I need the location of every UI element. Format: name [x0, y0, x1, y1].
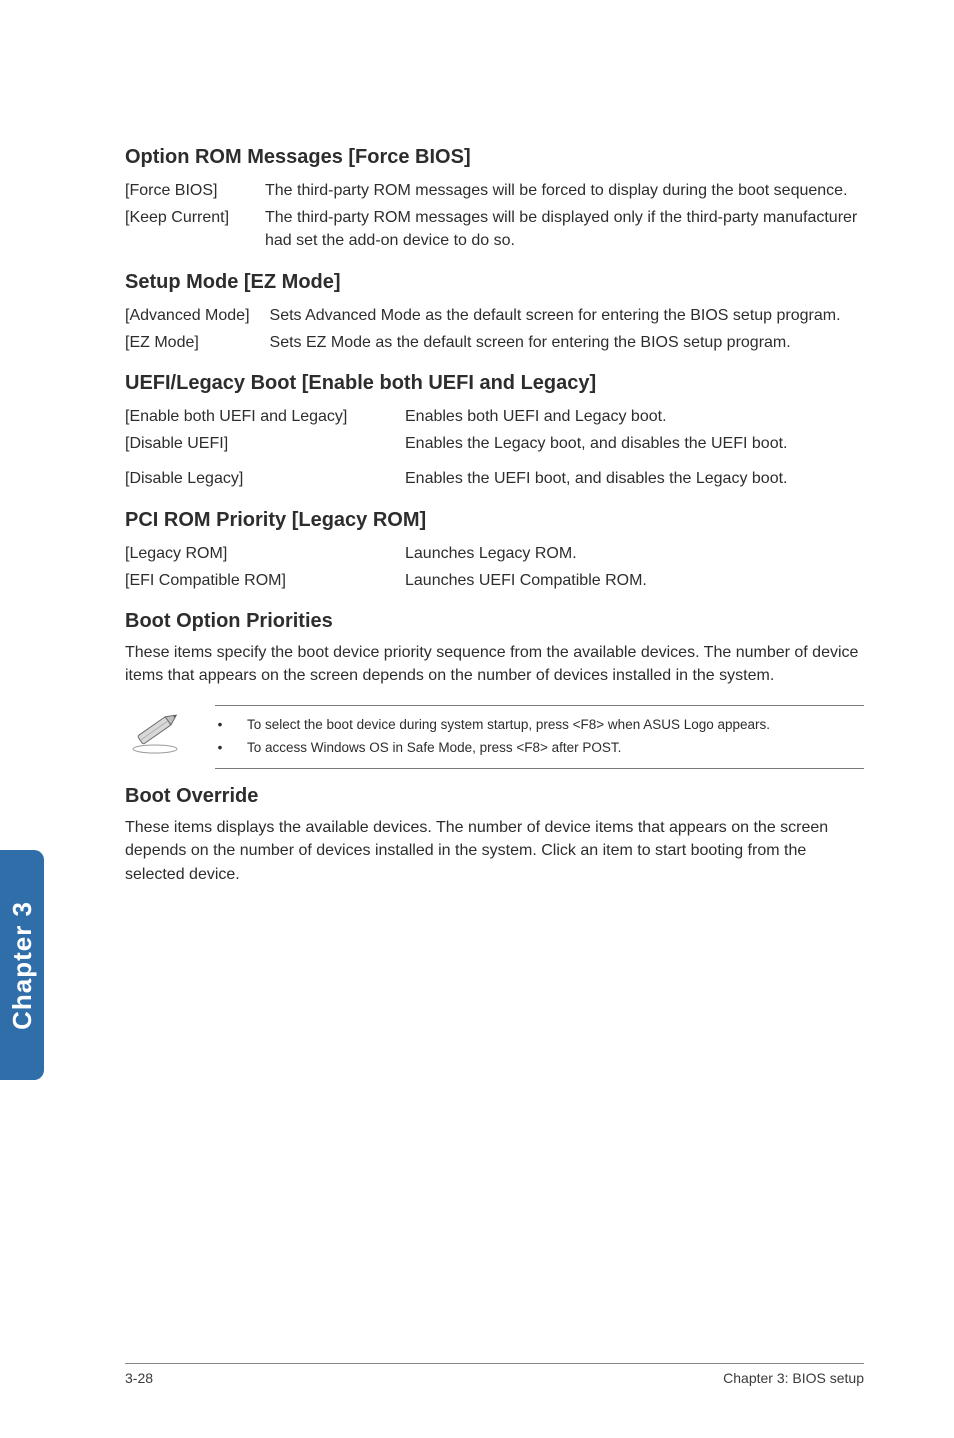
desc: Launches UEFI Compatible ROM. — [405, 567, 864, 594]
desc: Launches Legacy ROM. — [405, 540, 864, 567]
term: [Force BIOS] — [125, 177, 265, 204]
list-row: [EZ Mode] Sets EZ Mode as the default sc… — [125, 329, 864, 356]
note-line: • To select the boot device during syste… — [215, 714, 864, 737]
page-footer: 3-28 Chapter 3: BIOS setup — [0, 1363, 954, 1386]
heading-option-rom: Option ROM Messages [Force BIOS] — [125, 146, 864, 169]
desc: The third-party ROM messages will be for… — [265, 177, 864, 204]
list-row: [Force BIOS] The third-party ROM message… — [125, 177, 864, 204]
list-option-rom: [Force BIOS] The third-party ROM message… — [125, 177, 864, 255]
bullet-icon: • — [215, 737, 225, 760]
heading-pci-rom: PCI ROM Priority [Legacy ROM] — [125, 509, 864, 532]
note-line: • To access Windows OS in Safe Mode, pre… — [215, 737, 864, 760]
term: [Enable both UEFI and Legacy] — [125, 403, 405, 430]
note-body: • To select the boot device during syste… — [215, 705, 864, 769]
desc: The third-party ROM messages will be dis… — [265, 204, 864, 254]
term: [Disable Legacy] — [125, 457, 405, 492]
list-row: [EFI Compatible ROM] Launches UEFI Compa… — [125, 567, 864, 594]
bullet-icon: • — [215, 714, 225, 737]
pencil-icon — [125, 705, 185, 760]
page: Option ROM Messages [Force BIOS] [Force … — [0, 0, 954, 1438]
list-row: [Disable Legacy] Enables the UEFI boot, … — [125, 457, 864, 492]
term: [Advanced Mode] — [125, 302, 270, 329]
chapter-side-tab: Chapter 3 — [0, 850, 44, 1080]
chapter-side-label: Chapter 3 — [7, 901, 38, 1030]
list-row: [Legacy ROM] Launches Legacy ROM. — [125, 540, 864, 567]
term: [Legacy ROM] — [125, 540, 405, 567]
term: [Disable UEFI] — [125, 430, 405, 457]
page-number: 3-28 — [125, 1370, 153, 1386]
list-row: [Advanced Mode] Sets Advanced Mode as th… — [125, 302, 864, 329]
list-uefi-legacy: [Enable both UEFI and Legacy] Enables bo… — [125, 403, 864, 493]
note-text: To select the boot device during system … — [247, 714, 770, 737]
desc: Sets EZ Mode as the default screen for e… — [270, 329, 864, 356]
heading-uefi-legacy: UEFI/Legacy Boot [Enable both UEFI and L… — [125, 372, 864, 395]
term: [EZ Mode] — [125, 329, 270, 356]
heading-setup-mode: Setup Mode [EZ Mode] — [125, 271, 864, 294]
list-pci-rom: [Legacy ROM] Launches Legacy ROM. [EFI C… — [125, 540, 864, 594]
note-box: • To select the boot device during syste… — [125, 705, 864, 769]
list-row: [Keep Current] The third-party ROM messa… — [125, 204, 864, 254]
heading-boot-priorities: Boot Option Priorities — [125, 610, 864, 633]
list-setup-mode: [Advanced Mode] Sets Advanced Mode as th… — [125, 302, 864, 356]
desc: Enables both UEFI and Legacy boot. — [405, 403, 864, 430]
text-boot-priorities: These items specify the boot device prio… — [125, 641, 864, 687]
list-row: [Disable UEFI] Enables the Legacy boot, … — [125, 430, 864, 457]
term: [EFI Compatible ROM] — [125, 567, 405, 594]
note-text: To access Windows OS in Safe Mode, press… — [247, 737, 621, 760]
list-row: [Enable both UEFI and Legacy] Enables bo… — [125, 403, 864, 430]
footer-chapter-title: Chapter 3: BIOS setup — [723, 1370, 864, 1386]
desc: Enables the UEFI boot, and disables the … — [405, 457, 864, 492]
desc: Sets Advanced Mode as the default screen… — [270, 302, 864, 329]
heading-boot-override: Boot Override — [125, 785, 864, 808]
term: [Keep Current] — [125, 204, 265, 254]
text-boot-override: These items displays the available devic… — [125, 816, 864, 886]
desc: Enables the Legacy boot, and disables th… — [405, 430, 864, 457]
